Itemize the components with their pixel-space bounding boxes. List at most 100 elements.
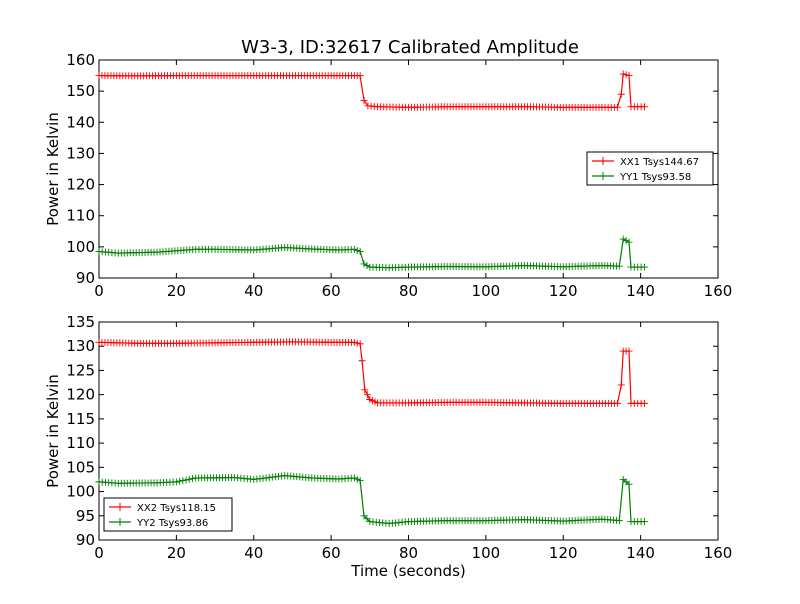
data-point-marker: [615, 517, 623, 525]
data-point-marker: [350, 338, 358, 346]
data-point-marker: [619, 235, 627, 243]
series-xx: [95, 70, 648, 111]
data-point-marker: [615, 262, 623, 270]
y-axis-label: Power in Kelvin: [44, 112, 62, 226]
data-point-marker: [185, 475, 193, 483]
legend-label: XX2 Tsys118.15: [137, 503, 216, 514]
y-tick-label: 100: [66, 238, 95, 256]
y-tick-label: 115: [66, 410, 95, 428]
data-point-marker: [625, 347, 633, 355]
legend-swatch-marker: [599, 157, 607, 165]
data-point-marker: [613, 399, 621, 407]
data-point-marker: [640, 399, 648, 407]
y-tick-label: 90: [76, 269, 95, 287]
y-tick-label: 105: [66, 458, 95, 476]
data-point-marker: [176, 477, 184, 485]
y-tick-label: 125: [66, 361, 95, 379]
y-tick-label: 120: [66, 386, 95, 404]
data-point-marker: [617, 381, 625, 389]
x-axis-label: Time (seconds): [350, 562, 466, 580]
y-tick-label: 120: [66, 176, 95, 194]
y-tick-label: 140: [66, 113, 95, 131]
data-point-marker: [625, 72, 633, 80]
legend-swatch-marker: [116, 503, 124, 511]
series-yy: [95, 235, 648, 272]
x-tick-label: 0: [94, 282, 104, 300]
data-point-marker: [622, 71, 630, 79]
legend-box: [586, 151, 714, 186]
y-tick-label: 130: [66, 337, 95, 355]
data-point-marker: [356, 248, 364, 256]
y-tick-label: 100: [66, 483, 95, 501]
x-tick-label: 120: [549, 544, 578, 562]
y-tick-label: 110: [66, 434, 95, 452]
data-point-marker: [613, 103, 621, 111]
data-point-marker: [356, 72, 364, 80]
x-tick-label: 60: [322, 544, 341, 562]
data-point-marker: [640, 263, 648, 271]
data-point-marker: [188, 475, 196, 483]
legend: XX1 Tsys144.67 YY1 Tsys93.58: [586, 151, 714, 186]
data-point-marker: [625, 238, 633, 246]
x-tick-label: 140: [626, 544, 655, 562]
y-tick-label: 135: [66, 313, 95, 331]
data-point-marker: [360, 512, 368, 520]
series-yy: [95, 472, 648, 528]
data-point-marker: [640, 518, 648, 526]
y-axis-label: Power in Kelvin: [44, 374, 62, 488]
data-point-marker: [353, 246, 361, 254]
data-point-marker: [617, 90, 625, 98]
data-point-marker: [353, 339, 361, 347]
data-point-marker: [360, 96, 368, 104]
data-point-marker: [350, 474, 358, 482]
top-chart-panel: 0 20 40 60 80 100 120 140 160 90 100 110 120 130 140 15…: [44, 51, 732, 300]
y-tick-label: 90: [76, 531, 95, 549]
x-tick-label: 160: [704, 544, 733, 562]
data-point-marker: [358, 357, 366, 365]
data-point-marker: [360, 260, 368, 268]
data-point-marker: [350, 245, 358, 253]
data-point-marker: [363, 391, 371, 399]
x-tick-label: 100: [472, 544, 501, 562]
x-tick-label: 60: [322, 282, 341, 300]
x-tick-label: 120: [549, 282, 578, 300]
x-tick-label: 0: [94, 544, 104, 562]
data-point-marker: [361, 386, 369, 394]
legend-swatch-marker: [599, 172, 607, 180]
x-tick-label: 20: [167, 544, 186, 562]
x-tick-label: 80: [399, 282, 418, 300]
data-point-marker: [622, 237, 630, 245]
x-tick-label: 100: [472, 282, 501, 300]
x-tick-label: 40: [244, 282, 263, 300]
legend: XX2 Tsys118.15 YY2 Tsys93.86: [103, 497, 233, 532]
y-tick-label: 150: [66, 82, 95, 100]
legend-box: [103, 497, 233, 532]
x-tick-label: 20: [167, 282, 186, 300]
data-point-marker: [619, 70, 627, 78]
data-point-marker: [356, 476, 364, 484]
figure-title: W3-3, ID:32617 Calibrated Amplitude: [241, 37, 579, 58]
y-tick-label: 95: [76, 507, 95, 525]
x-tick-label: 140: [626, 282, 655, 300]
data-point-marker: [363, 262, 371, 270]
bottom-chart-panel: 0 20 40 60 80 100 120 140 160 90 95 100 105 110 115 120…: [44, 313, 732, 580]
legend-swatch-marker: [116, 518, 124, 526]
data-point-marker: [353, 475, 361, 483]
x-tick-label: 40: [244, 544, 263, 562]
data-point-marker: [179, 477, 187, 485]
data-point-marker: [363, 515, 371, 523]
legend-label: YY1 Tsys93.58: [619, 172, 691, 183]
y-tick-label: 110: [66, 207, 95, 225]
x-tick-label: 80: [399, 544, 418, 562]
data-point-marker: [172, 478, 180, 486]
data-point-marker: [356, 340, 364, 348]
legend-label: XX1 Tsys144.67: [620, 157, 699, 168]
x-tick-label: 160: [704, 282, 733, 300]
y-tick-label: 160: [66, 51, 95, 69]
legend-label: YY2 Tsys93.86: [136, 518, 208, 529]
data-point-marker: [640, 103, 648, 111]
data-point-marker: [182, 476, 190, 484]
data-point-marker: [625, 480, 633, 488]
series-xx: [95, 338, 648, 407]
